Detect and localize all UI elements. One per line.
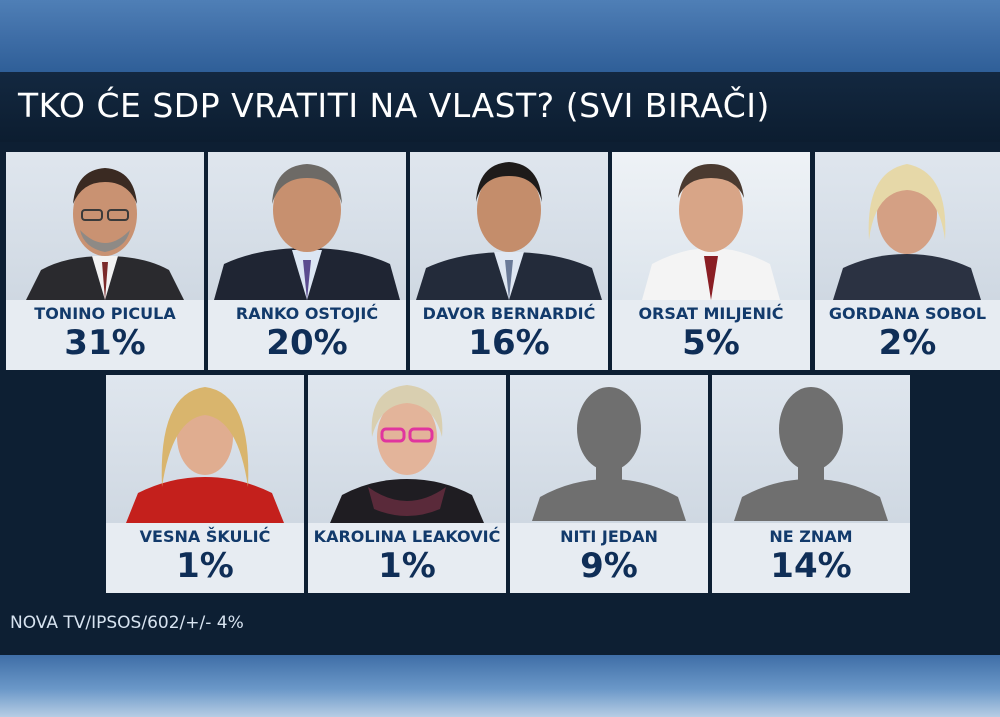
candidate-name: TONINO PICULA — [34, 304, 176, 323]
candidate-photo — [106, 375, 304, 523]
candidate-photo — [208, 152, 406, 300]
candidate-percentage: 20% — [266, 323, 348, 363]
chart-title: TKO ĆE SDP VRATITI NA VLAST? (SVI BIRAČI… — [18, 86, 770, 125]
source-note: NOVA TV/IPSOS/602/+/- 4% — [10, 613, 244, 633]
candidate-card: VESNA ŠKULIĆ 1% — [106, 375, 304, 593]
candidate-card: DAVOR BERNARDIĆ 16% — [410, 152, 608, 370]
anonymous-silhouette-icon — [712, 375, 910, 523]
candidate-card: ORSAT MILJENIĆ 5% — [612, 152, 810, 370]
option-name: NE ZNAM — [769, 527, 853, 546]
candidate-card: RANKO OSTOJIĆ 20% — [208, 152, 406, 370]
candidate-name: VESNA ŠKULIĆ — [139, 527, 271, 546]
candidate-photo — [410, 152, 608, 300]
option-card: NITI JEDAN 9% — [510, 375, 708, 593]
option-percentage: 9% — [580, 546, 638, 586]
candidate-name: DAVOR BERNARDIĆ — [422, 304, 596, 323]
candidate-card: KAROLINA LEAKOVIĆ 1% — [308, 375, 506, 593]
anonymous-silhouette-icon — [510, 375, 708, 523]
candidate-name: RANKO OSTOJIĆ — [235, 304, 379, 323]
title-bar — [0, 72, 1000, 142]
candidate-percentage: 1% — [378, 546, 436, 586]
candidate-percentage: 2% — [878, 323, 937, 363]
candidate-photo — [815, 152, 1000, 300]
candidate-name: KAROLINA LEAKOVIĆ — [313, 527, 501, 546]
option-card: NE ZNAM 14% — [712, 375, 910, 593]
candidate-percentage: 16% — [468, 323, 550, 363]
candidate-photo — [308, 375, 506, 523]
option-percentage: 14% — [770, 546, 852, 586]
candidate-percentage: 1% — [176, 546, 234, 586]
top-background — [0, 0, 1000, 72]
candidate-photo — [612, 152, 810, 300]
candidate-card: TONINO PICULA 31% — [6, 152, 204, 370]
candidate-percentage: 5% — [682, 323, 740, 363]
candidate-photo — [6, 152, 204, 300]
candidate-card: GORDANA SOBOL 2% — [815, 152, 1000, 370]
bottom-background — [0, 655, 1000, 717]
candidate-name: ORSAT MILJENIĆ — [638, 304, 784, 323]
candidate-name: GORDANA SOBOL — [828, 304, 987, 323]
option-name: NITI JEDAN — [560, 527, 658, 546]
candidate-percentage: 31% — [64, 323, 146, 363]
